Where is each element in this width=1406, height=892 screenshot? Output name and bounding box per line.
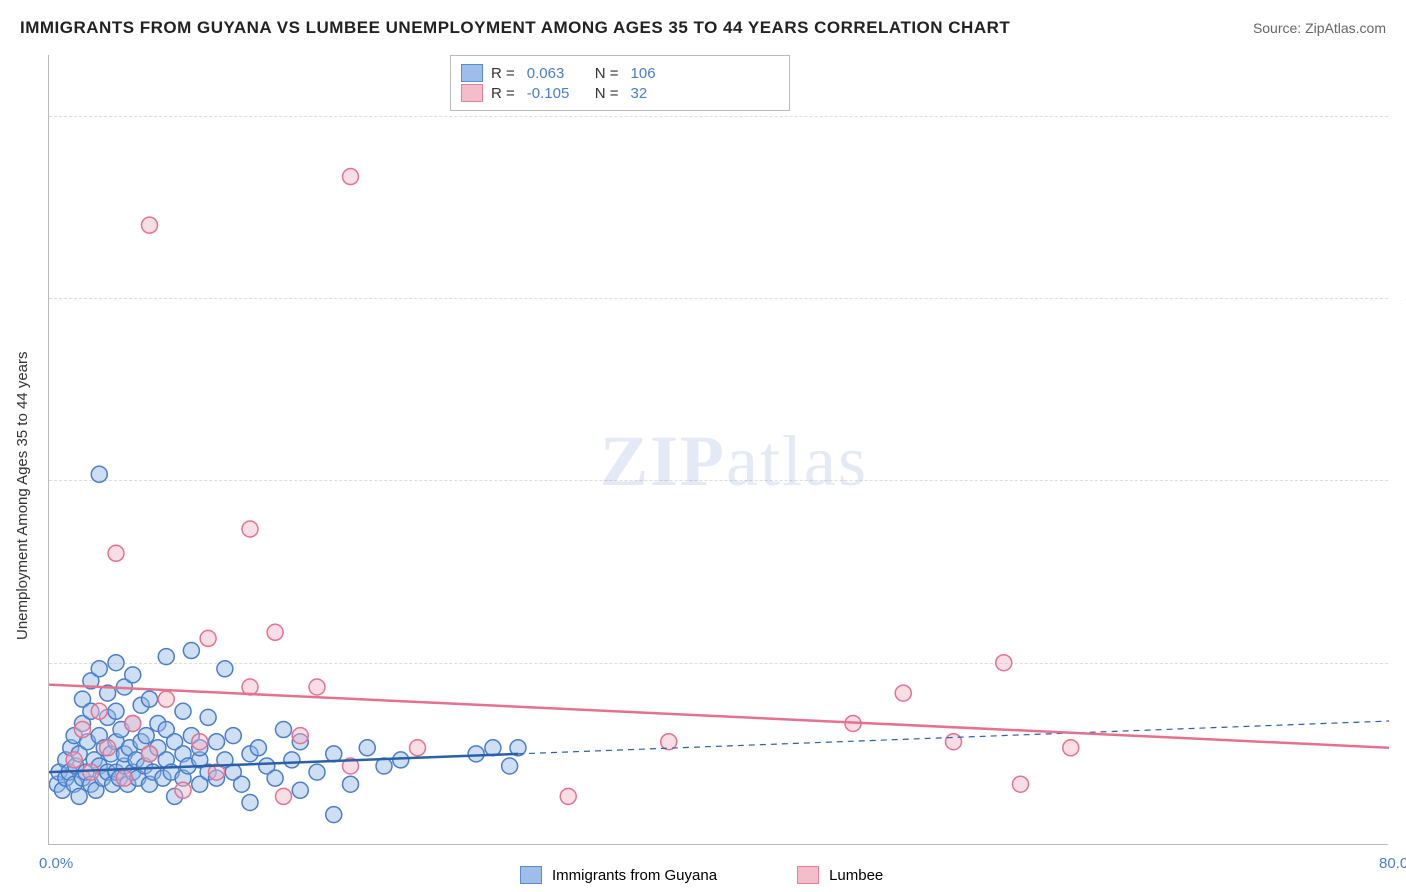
scatter-point: [895, 685, 911, 701]
scatter-point: [250, 740, 266, 756]
scatter-point: [200, 709, 216, 725]
scatter-point: [267, 770, 283, 786]
chart-plot-area: 15.0%30.0%45.0%60.0%0.0%80.0%: [48, 55, 1388, 845]
y-axis-title: Unemployment Among Ages 35 to 44 years: [14, 351, 31, 640]
scatter-point: [410, 740, 426, 756]
scatter-point: [661, 734, 677, 750]
scatter-point: [209, 734, 225, 750]
source-value: ZipAtlas.com: [1305, 20, 1386, 36]
legend-r-value: -0.105: [527, 85, 577, 102]
scatter-point: [359, 740, 375, 756]
source-label: Source:: [1253, 20, 1301, 36]
correlation-legend: R = 0.063 N = 106 R = -0.105 N = 32: [450, 55, 790, 111]
scatter-point: [276, 722, 292, 738]
x-tick-label: 0.0%: [39, 855, 73, 872]
scatter-point: [996, 655, 1012, 671]
scatter-point: [66, 752, 82, 768]
scatter-point: [343, 776, 359, 792]
legend-n-value: 32: [631, 85, 681, 102]
scatter-point: [326, 746, 342, 762]
scatter-point: [71, 788, 87, 804]
scatter-point: [292, 728, 308, 744]
scatter-point: [125, 715, 141, 731]
series-name: Lumbee: [829, 867, 883, 884]
scatter-point: [284, 752, 300, 768]
scatter-point: [1013, 776, 1029, 792]
scatter-point: [326, 807, 342, 823]
scatter-point: [343, 169, 359, 185]
scatter-point: [217, 661, 233, 677]
series-legend: Immigrants from Guyana Lumbee: [520, 866, 883, 884]
series-name: Immigrants from Guyana: [552, 867, 717, 884]
legend-swatch: [461, 64, 483, 82]
scatter-point: [560, 788, 576, 804]
scatter-point: [234, 776, 250, 792]
scatter-point: [158, 691, 174, 707]
scatter-point: [91, 703, 107, 719]
scatter-point: [100, 740, 116, 756]
scatter-point: [192, 734, 208, 750]
legend-r-value: 0.063: [527, 65, 577, 82]
scatter-point: [225, 728, 241, 744]
scatter-point: [309, 764, 325, 780]
scatter-point: [116, 770, 132, 786]
scatter-point: [242, 794, 258, 810]
scatter-point: [75, 722, 91, 738]
scatter-point: [175, 782, 191, 798]
series-legend-item: Lumbee: [797, 866, 883, 884]
scatter-point: [125, 667, 141, 683]
scatter-point: [91, 661, 107, 677]
scatter-point: [309, 679, 325, 695]
scatter-point: [267, 624, 283, 640]
scatter-point: [142, 217, 158, 233]
scatter-point: [142, 691, 158, 707]
scatter-point: [1063, 740, 1079, 756]
legend-row: R = -0.105 N = 32: [461, 84, 779, 102]
scatter-point: [175, 703, 191, 719]
scatter-point: [108, 545, 124, 561]
legend-swatch: [461, 84, 483, 102]
legend-swatch: [520, 866, 542, 884]
legend-r-label: R =: [491, 85, 515, 102]
series-legend-item: Immigrants from Guyana: [520, 866, 717, 884]
scatter-point: [91, 466, 107, 482]
scatter-point: [108, 655, 124, 671]
scatter-point: [393, 752, 409, 768]
legend-n-label: N =: [595, 85, 619, 102]
scatter-point: [502, 758, 518, 774]
source-attribution: Source: ZipAtlas.com: [1253, 20, 1386, 36]
scatter-point: [83, 764, 99, 780]
legend-n-value: 106: [631, 65, 681, 82]
trend-line: [49, 685, 1389, 748]
legend-swatch: [797, 866, 819, 884]
scatter-point: [142, 746, 158, 762]
legend-row: R = 0.063 N = 106: [461, 64, 779, 82]
scatter-point: [183, 643, 199, 659]
scatter-point: [158, 649, 174, 665]
x-tick-label: 80.0%: [1379, 855, 1406, 872]
scatter-point: [292, 782, 308, 798]
scatter-point: [108, 703, 124, 719]
scatter-point: [138, 728, 154, 744]
scatter-point: [468, 746, 484, 762]
scatter-point: [200, 630, 216, 646]
chart-title: IMMIGRANTS FROM GUYANA VS LUMBEE UNEMPLO…: [20, 18, 1010, 38]
scatter-point: [276, 788, 292, 804]
scatter-point: [946, 734, 962, 750]
scatter-svg: [49, 55, 1389, 845]
legend-n-label: N =: [595, 65, 619, 82]
scatter-point: [242, 521, 258, 537]
legend-r-label: R =: [491, 65, 515, 82]
